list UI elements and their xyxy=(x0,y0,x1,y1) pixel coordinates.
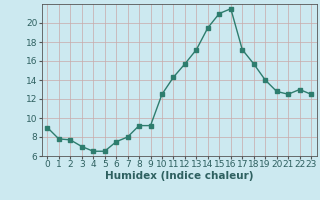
X-axis label: Humidex (Indice chaleur): Humidex (Indice chaleur) xyxy=(105,171,253,181)
